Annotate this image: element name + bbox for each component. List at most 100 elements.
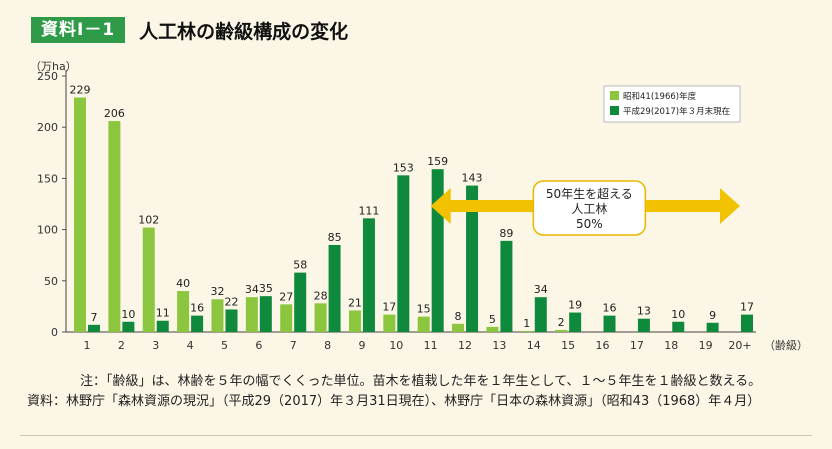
x-tick-label: 12	[458, 339, 472, 352]
x-tick-label: 11	[424, 339, 438, 352]
x-tick-label: 6	[255, 339, 262, 352]
data-label: 10	[121, 308, 135, 321]
bar-2017	[397, 175, 410, 332]
bar-2017	[603, 315, 616, 332]
bar-2017	[672, 321, 685, 332]
header: 資料Ⅰ－1 人工林の齢級構成の変化	[31, 17, 348, 43]
bar-2017	[191, 315, 204, 332]
annotation-text: 50年生を超える	[546, 186, 633, 201]
data-label: 32	[210, 285, 224, 298]
data-label: 9	[709, 309, 716, 322]
data-label: 1	[523, 317, 530, 330]
bar-2017	[466, 185, 479, 332]
x-tick-label: 16	[596, 339, 610, 352]
bar-2017	[741, 314, 753, 332]
bar-2017	[294, 272, 307, 332]
bar-2017	[500, 240, 513, 332]
bar-1966	[520, 330, 533, 332]
bar-1966	[452, 323, 465, 332]
y-tick-label: 150	[37, 172, 58, 185]
data-label: 40	[176, 277, 190, 290]
x-tick-label: 14	[527, 339, 541, 352]
y-tick-label: 200	[37, 121, 58, 134]
x-tick-label: 10	[389, 339, 403, 352]
data-label: 8	[455, 310, 462, 323]
data-label: 15	[417, 303, 431, 316]
data-label: 16	[603, 302, 617, 315]
x-tick-label: 19	[699, 339, 713, 352]
data-label: 7	[91, 311, 98, 324]
bar-2017	[259, 296, 272, 332]
data-label: 13	[637, 305, 651, 318]
bar-1966	[142, 227, 155, 332]
data-label: 102	[138, 214, 159, 227]
data-label: 17	[740, 301, 754, 314]
divider	[20, 435, 812, 436]
x-tick-label: 3	[152, 339, 159, 352]
x-tick-label: 7	[290, 339, 297, 352]
bar-1966	[417, 316, 430, 332]
x-tick-label: 18	[664, 339, 678, 352]
bar-1966	[245, 297, 258, 332]
legend-swatch	[610, 91, 619, 100]
legend-swatch	[610, 106, 619, 115]
data-label: 153	[393, 161, 414, 174]
chart-title: 人工林の齢級構成の変化	[139, 20, 349, 43]
annotation-text: 50%	[576, 217, 603, 231]
data-label: 11	[156, 307, 170, 320]
x-tick-label: 5	[221, 339, 228, 352]
y-tick-label: 250	[37, 70, 58, 83]
bar-2017	[706, 322, 719, 332]
data-label: 58	[293, 259, 307, 272]
data-label: 143	[462, 172, 483, 185]
bar-2017	[88, 324, 100, 332]
x-tick-label: 15	[561, 339, 575, 352]
legend-label: 昭和41(1966)年度	[623, 91, 697, 102]
x-tick-label: 20+	[728, 339, 751, 352]
legend-box	[603, 85, 741, 123]
figure-badge: 資料Ⅰ－1	[31, 17, 126, 43]
x-axis-label: （齢級）	[764, 338, 808, 352]
data-label: 85	[328, 231, 342, 244]
bar-2017	[362, 218, 375, 332]
data-label: 34	[534, 283, 548, 296]
x-tick-label: 1	[84, 339, 91, 352]
bar-2017	[534, 297, 547, 332]
data-label: 5	[489, 313, 496, 326]
bar-2017	[122, 321, 135, 332]
bar-1966	[314, 303, 327, 332]
bar-1966	[348, 310, 361, 332]
bar-2017	[569, 312, 582, 332]
data-label: 21	[348, 296, 362, 309]
data-label: 35	[259, 282, 273, 295]
data-label: 19	[568, 299, 582, 312]
data-label: 22	[224, 295, 238, 308]
x-tick-label: 13	[492, 339, 506, 352]
y-axis-label: （万ha）	[30, 60, 77, 73]
data-label: 28	[314, 289, 328, 302]
bar-2017	[431, 169, 444, 332]
bar-1966	[383, 314, 396, 332]
bar-1966	[177, 291, 190, 332]
data-label: 159	[427, 155, 448, 168]
x-tick-label: 9	[358, 339, 365, 352]
bar-2017	[637, 318, 650, 332]
data-label: 89	[499, 227, 513, 240]
legend-label: 平成29(2017)年３月末現在	[623, 106, 730, 117]
bar-1966	[486, 326, 499, 332]
bar-1966	[280, 304, 293, 332]
y-tick-label: 100	[37, 224, 58, 237]
x-tick-label: 2	[118, 339, 125, 352]
data-label: 2	[558, 316, 565, 329]
data-label: 111	[358, 204, 379, 217]
data-label: 27	[279, 290, 293, 303]
bar-2017	[225, 309, 238, 332]
annotation-box	[532, 180, 647, 236]
data-label: 17	[382, 301, 396, 314]
bar-1966	[211, 299, 224, 332]
bar-1966	[108, 121, 121, 332]
x-tick-label: 8	[324, 339, 331, 352]
bar-1966	[555, 329, 568, 332]
